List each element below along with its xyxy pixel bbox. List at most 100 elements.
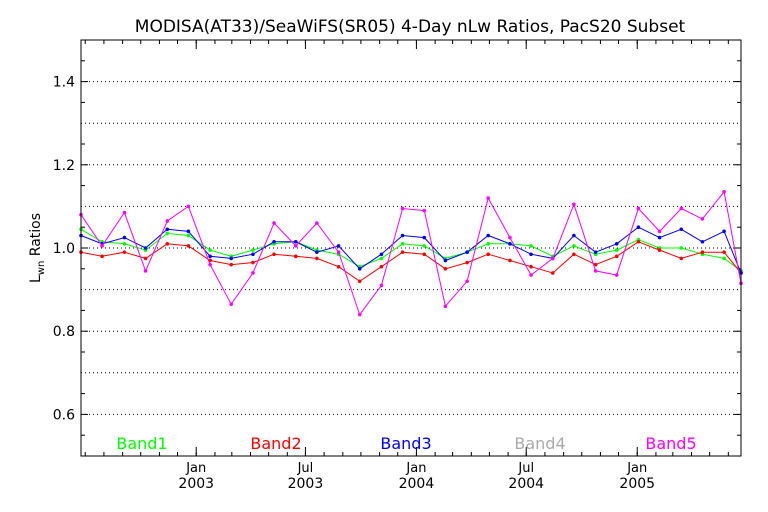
data-point-band5 (636, 206, 641, 211)
data-point-band5 (614, 273, 619, 277)
data-point-band3 (165, 227, 170, 232)
data-point-band5 (465, 279, 469, 284)
legend-entry-band2: Band2 (250, 434, 301, 453)
data-point-band3 (722, 229, 726, 234)
data-point-band2 (465, 260, 469, 265)
data-point-band3 (229, 256, 234, 261)
data-point-band2 (357, 279, 362, 284)
data-point-band5 (679, 206, 684, 211)
legend-entry-band1: Band1 (116, 434, 167, 453)
data-point-band5 (400, 206, 405, 211)
data-point-band2 (315, 256, 319, 261)
data-point-band3 (208, 254, 212, 259)
data-point-band5 (550, 256, 555, 261)
legend-entry-band5: Band5 (645, 434, 696, 453)
data-point-band1 (679, 246, 684, 250)
data-point-band3 (315, 250, 319, 254)
data-point-band3 (443, 258, 448, 263)
data-point-band5 (572, 202, 576, 207)
data-point-band5 (357, 312, 362, 317)
data-point-band2 (336, 264, 341, 269)
series-layer (79, 190, 743, 317)
data-point-band1 (529, 244, 533, 248)
series-line-band2 (80, 241, 742, 282)
x-tick-label-month: Jul (517, 461, 534, 476)
series-band5 (79, 190, 743, 317)
y-tick-label: 1.4 (53, 75, 75, 91)
data-point-band2 (700, 250, 705, 254)
data-point-band3 (593, 250, 598, 254)
data-point-band2 (379, 264, 384, 269)
data-point-band2 (443, 267, 448, 271)
data-point-band3 (143, 246, 148, 250)
data-point-band3 (486, 233, 491, 238)
data-point-band3 (657, 235, 662, 240)
data-point-band2 (143, 256, 148, 261)
data-point-band2 (614, 254, 619, 259)
chart-title: MODISA(AT33)/SeaWiFS(SR05) 4-Day nLw Rat… (135, 17, 686, 37)
data-point-band3 (251, 252, 255, 257)
data-point-band3 (529, 252, 533, 257)
y-tick-label: 1.2 (53, 158, 75, 174)
data-point-band3 (508, 242, 512, 246)
data-point-band3 (679, 227, 684, 232)
data-point-band5 (722, 190, 726, 194)
data-point-band3 (700, 239, 705, 244)
data-point-band5 (700, 217, 705, 221)
data-point-band5 (508, 235, 512, 240)
legend: Band1 Band2 Band3 Band4 Band5 (116, 434, 696, 453)
data-point-band2 (422, 252, 427, 257)
x-tick-label-year: 2003 (288, 476, 324, 492)
plot-frame (80, 39, 742, 457)
x-tick-label-month: Jan (185, 461, 206, 476)
data-point-band5 (186, 204, 191, 209)
data-point-band2 (293, 254, 298, 259)
data-point-band2 (251, 260, 255, 265)
data-point-band1 (122, 242, 127, 246)
data-point-band5 (165, 219, 170, 223)
data-point-band5 (336, 250, 341, 254)
data-point-band2 (229, 262, 234, 267)
data-point-band5 (122, 210, 127, 215)
data-point-band2 (272, 252, 276, 257)
data-point-band2 (529, 264, 533, 269)
y-axis-label-subscript: wn (36, 261, 47, 276)
series-line-band1 (80, 228, 742, 272)
data-point-band5 (379, 283, 384, 288)
data-point-band5 (251, 271, 255, 275)
legend-entry-band3: Band3 (380, 434, 431, 453)
data-point-band1 (722, 256, 726, 261)
y-axis-label: Lwn Ratios (28, 213, 47, 283)
data-point-band3 (293, 239, 298, 244)
data-point-band1 (614, 248, 619, 252)
data-point-band2 (679, 256, 684, 261)
data-point-band5 (315, 221, 319, 225)
data-point-band5 (100, 244, 104, 248)
data-point-band2 (636, 239, 641, 244)
data-point-band2 (722, 250, 726, 254)
data-point-band1 (379, 256, 384, 261)
x-tick-label-year: 2004 (399, 476, 435, 492)
data-point-band5 (443, 304, 448, 309)
data-point-band1 (251, 248, 255, 252)
legend-entry-band4: Band4 (514, 434, 565, 453)
data-point-band3 (272, 239, 276, 244)
data-point-band2 (657, 248, 662, 252)
data-point-band3 (122, 235, 127, 240)
data-point-band5 (208, 262, 212, 267)
data-point-band2 (508, 258, 512, 263)
x-tick-label-month: Jan (626, 461, 647, 476)
data-point-band1 (400, 242, 405, 246)
data-point-band2 (572, 252, 576, 257)
series-line-band3 (80, 226, 742, 274)
data-point-band5 (486, 196, 491, 200)
data-point-band1 (208, 248, 212, 252)
data-point-band5 (422, 208, 427, 213)
x-tick-label-year: 2003 (178, 476, 214, 492)
data-point-band2 (550, 271, 555, 275)
y-axis-ticks: 0.6 0.8 1.0 1.2 1.4 (53, 60, 741, 436)
data-point-band5 (293, 244, 298, 248)
